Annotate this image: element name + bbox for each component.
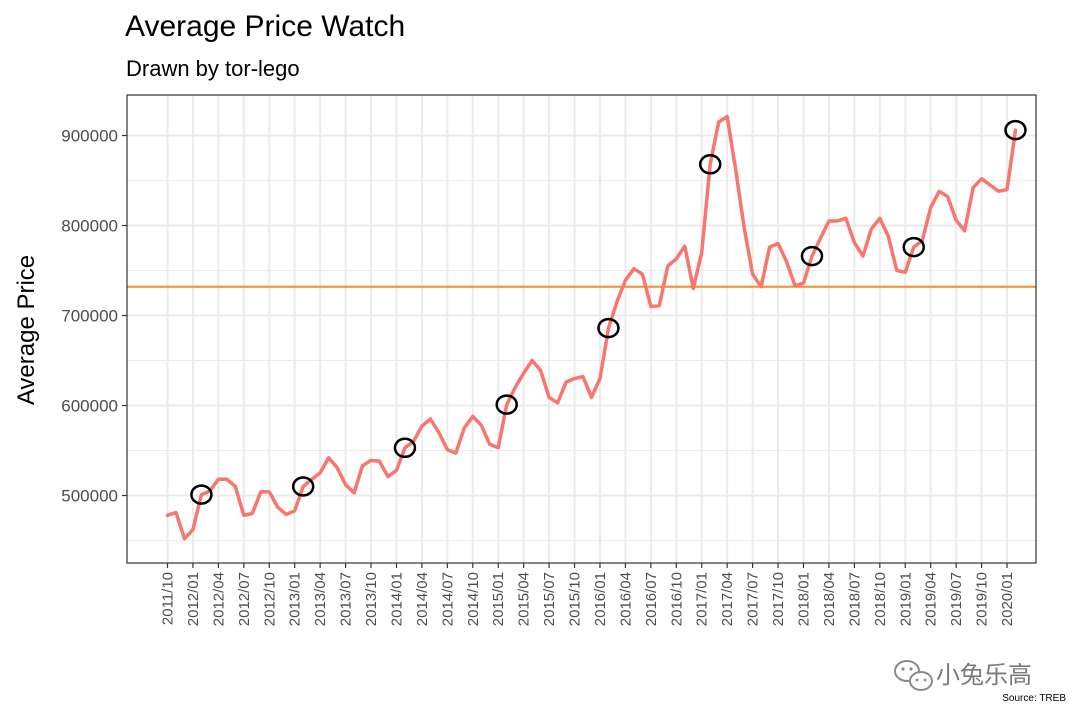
x-tick-label: 2013/10 bbox=[363, 572, 380, 626]
x-tick-label: 2017/04 bbox=[719, 572, 736, 626]
x-tick-label: 2014/10 bbox=[465, 572, 482, 626]
x-tick-label: 2016/07 bbox=[643, 572, 660, 626]
chart-subtitle: Drawn by tor-lego bbox=[126, 56, 300, 81]
x-tick-label: 2018/01 bbox=[796, 572, 813, 626]
highlight-circle bbox=[902, 236, 925, 258]
x-tick-label: 2017/10 bbox=[770, 572, 787, 626]
highlight-circle bbox=[698, 154, 722, 175]
x-tick-label: 2014/01 bbox=[388, 572, 405, 626]
x-tick-label: 2020/01 bbox=[999, 572, 1016, 626]
x-tick-label: 2015/10 bbox=[567, 572, 584, 626]
y-tick-label: 600000 bbox=[61, 397, 118, 416]
y-axis-label: Average Price bbox=[13, 255, 40, 405]
highlight-circles bbox=[190, 119, 1027, 505]
y-tick-label: 700000 bbox=[61, 307, 118, 326]
grid bbox=[127, 95, 1036, 563]
x-tick-label: 2013/04 bbox=[312, 572, 329, 626]
x-tick-label: 2018/07 bbox=[846, 572, 863, 626]
y-tick-label: 900000 bbox=[61, 127, 118, 146]
highlight-circle bbox=[495, 394, 518, 415]
x-tick-label: 2012/04 bbox=[210, 572, 227, 626]
x-tick-label: 2019/04 bbox=[923, 572, 940, 626]
chart-title: Average Price Watch bbox=[125, 10, 405, 43]
highlight-circle bbox=[1004, 119, 1027, 141]
x-tick-label: 2016/04 bbox=[617, 572, 634, 626]
highlight-circle bbox=[190, 484, 213, 505]
x-tick-label: 2014/07 bbox=[439, 572, 456, 626]
x-tick-label: 2016/01 bbox=[592, 572, 609, 626]
y-axis: 500000 600000 700000 800000 900000 bbox=[61, 127, 127, 506]
highlight-circle bbox=[800, 245, 824, 267]
x-tick-label: 2019/10 bbox=[974, 572, 991, 626]
y-tick-label: 500000 bbox=[61, 487, 118, 506]
series-layer bbox=[165, 114, 1018, 541]
x-tick-label: 2013/01 bbox=[287, 572, 304, 626]
highlight-circle bbox=[291, 476, 315, 497]
x-tick-label: 2012/10 bbox=[261, 572, 278, 626]
x-tick-label: 2011/10 bbox=[160, 572, 177, 625]
caption: Source: TREB bbox=[1002, 693, 1066, 704]
series-line bbox=[165, 114, 1018, 541]
x-tick-label: 2015/01 bbox=[490, 572, 507, 626]
x-tick-label: 2013/07 bbox=[338, 572, 355, 626]
x-tick-label: 2015/07 bbox=[541, 572, 558, 626]
x-tick-label: 2016/10 bbox=[668, 572, 685, 626]
x-tick-label: 2018/04 bbox=[821, 572, 838, 626]
y-tick-label: 800000 bbox=[61, 217, 118, 236]
x-tick-label: 2019/01 bbox=[897, 572, 914, 626]
watermark: 小兔乐高 bbox=[894, 660, 1032, 691]
x-tick-label: 2012/01 bbox=[185, 572, 202, 626]
wechat-icon bbox=[894, 660, 933, 691]
x-tick-label: 2014/04 bbox=[414, 572, 431, 626]
highlight-circle bbox=[597, 317, 620, 339]
x-tick-label: 2012/07 bbox=[236, 572, 253, 626]
x-tick-label: 2018/10 bbox=[872, 572, 889, 626]
highlight-circle bbox=[393, 437, 417, 459]
x-tick-label: 2019/07 bbox=[948, 572, 965, 626]
panel-border bbox=[126, 94, 1037, 564]
x-tick-label: 2017/01 bbox=[694, 572, 711, 626]
x-axis: 2011/10 2012/01 2012/04 2012/07 2012/10 2013/… bbox=[160, 563, 1016, 626]
x-tick-label: 2015/04 bbox=[516, 572, 533, 626]
x-tick-label: 2017/07 bbox=[745, 572, 762, 626]
watermark-text: 小兔乐高 bbox=[936, 662, 1032, 689]
